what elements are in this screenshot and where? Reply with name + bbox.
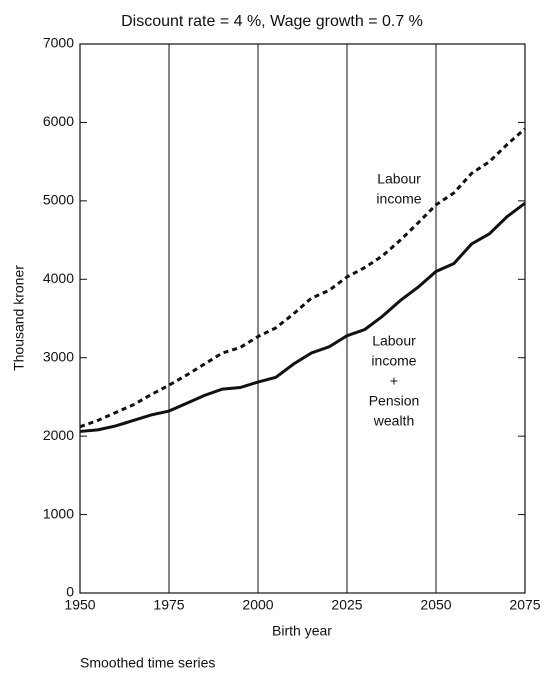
y-tick-label: 7000 [43,35,74,51]
y-tick-label: 1000 [43,505,74,521]
annotation: Labour [372,333,416,349]
y-tick-label: 2000 [43,427,74,443]
x-tick-label: 2050 [420,597,451,613]
annotation: Labour [377,171,421,187]
x-axis-label: Birth year [272,623,332,639]
x-tick-label: 1975 [153,597,184,613]
annotation: income [376,191,421,207]
annotation: Pension [369,393,420,409]
annotation: wealth [373,413,414,429]
y-tick-label: 5000 [43,192,74,208]
y-tick-label: 3000 [43,348,74,364]
annotation: income [371,353,416,369]
plot-frame [79,43,526,594]
note: Smoothed time series [80,655,215,671]
y-tick-label: 6000 [43,113,74,129]
x-tick-label: 1950 [64,597,95,613]
y-tick-label: 0 [66,584,74,600]
series-line [79,127,526,429]
series-line [79,202,526,433]
y-tick-label: 4000 [43,270,74,286]
y-axis-label: Thousand kroner [11,265,27,371]
x-tick-label: 2025 [331,597,362,613]
x-tick-label: 2075 [509,597,540,613]
annotation: + [390,373,398,389]
chart-subtitle: Discount rate = 4 %, Wage growth = 0.7 % [121,13,423,30]
x-tick-label: 2000 [242,597,273,613]
